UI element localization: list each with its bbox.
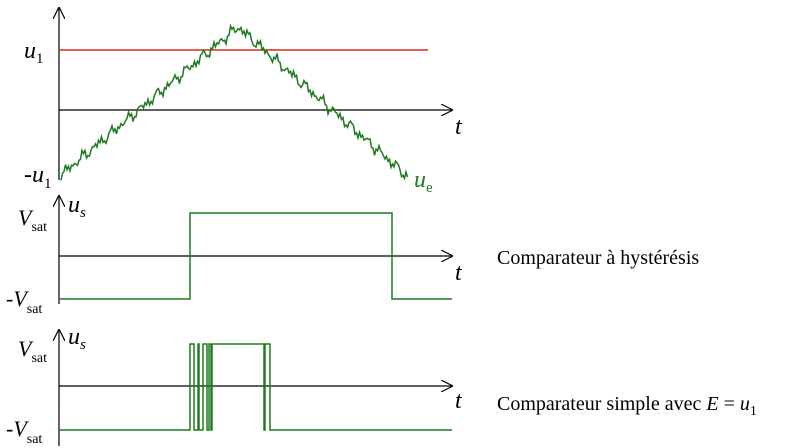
us-label-2: us [68,192,86,221]
hysteresis-output-signal [60,212,452,300]
simple-comparator-panel: us Vsat -Vsat t Comparateur simple avec … [6,324,757,447]
vsat-label-3: Vsat [18,336,47,366]
us-label-3: us [68,324,86,353]
time-label-2: t [455,260,463,286]
simple-caption: Comparateur simple avec E = u1 [497,393,757,419]
time-label-3: t [455,388,463,414]
hysteresis-panel: us Vsat -Vsat t Comparateur à hystérésis [6,192,699,317]
simple-output-signal [60,343,452,431]
input-panel: u1 -u1 t ue [24,8,463,196]
time-label-1: t [455,114,463,140]
neg-vsat-label-2: -Vsat [6,286,42,317]
signal-label: ue [414,167,433,196]
neg-vsat-label-3: -Vsat [6,416,42,447]
hysteresis-caption: Comparateur à hystérésis [497,247,699,269]
threshold-label: u1 [24,38,44,67]
input-signal-curve [60,23,409,181]
neg-threshold-label: -u1 [24,162,52,192]
vsat-label-2: Vsat [18,205,47,235]
